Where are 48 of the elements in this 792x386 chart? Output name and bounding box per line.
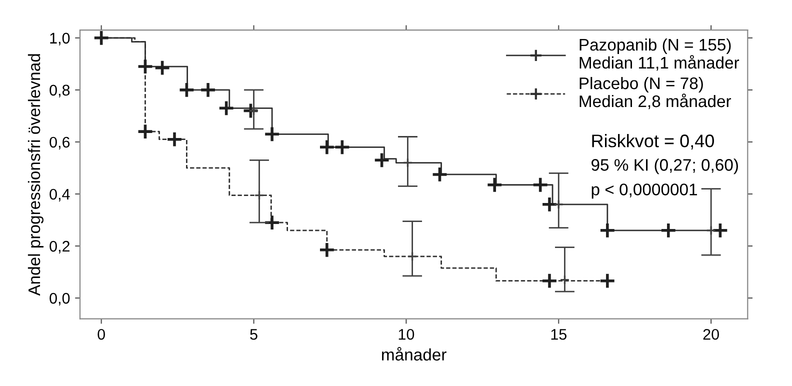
- point: [136, 123, 154, 140]
- point: [554, 199, 564, 210]
- point: [706, 225, 716, 236]
- point: [218, 100, 235, 116]
- point: [407, 251, 418, 262]
- annotation: 95 % KI (0,27; 0,60): [592, 158, 738, 174]
- y-tick-label: 1,0: [50, 32, 70, 46]
- point: [264, 214, 280, 231]
- point: [560, 274, 570, 285]
- point: [334, 138, 351, 156]
- y-tick-label: 0,2: [50, 240, 70, 254]
- point: [318, 242, 336, 258]
- x-tick-label: 10: [398, 328, 414, 340]
- point: [254, 190, 264, 200]
- point: [93, 30, 110, 46]
- y-axis-title: Andel progressionsfri överlevnad: [28, 54, 44, 296]
- point: [599, 272, 616, 290]
- x-axis-title: månader: [382, 347, 446, 361]
- point: [136, 58, 154, 75]
- x-tick-label: 15: [551, 329, 566, 340]
- point: [200, 82, 216, 98]
- point: [166, 131, 183, 148]
- point: [660, 222, 677, 239]
- y-tick-label: 0,8: [50, 84, 70, 98]
- point: [712, 222, 729, 239]
- point: [541, 196, 558, 213]
- point: [431, 166, 448, 183]
- x-tick-label: 20: [703, 328, 719, 340]
- point: [318, 138, 336, 156]
- legend-label: Placebo (N = 78) Median 2,8 månader: [580, 76, 732, 110]
- point: [532, 176, 549, 194]
- point: [486, 176, 503, 194]
- y-tick-label: 0,0: [50, 292, 70, 306]
- point: [178, 82, 196, 98]
- point: [541, 272, 558, 290]
- point: [373, 152, 390, 168]
- point: [264, 126, 280, 142]
- y-tick-label: 0,4: [50, 188, 70, 202]
- annotation: Riskkvot = 0,40: [592, 134, 714, 150]
- point: [402, 158, 413, 168]
- x-tick-label: 0: [98, 328, 105, 340]
- annotation: p < 0,0000001: [592, 184, 697, 199]
- x-tick-label: 5: [250, 329, 258, 340]
- point: [154, 59, 171, 76]
- y-tick-label: 0,6: [50, 136, 70, 150]
- legend-label: Pazopanib (N = 155) Median 11,1 månader: [580, 38, 740, 71]
- point: [248, 106, 259, 116]
- point: [599, 222, 616, 239]
